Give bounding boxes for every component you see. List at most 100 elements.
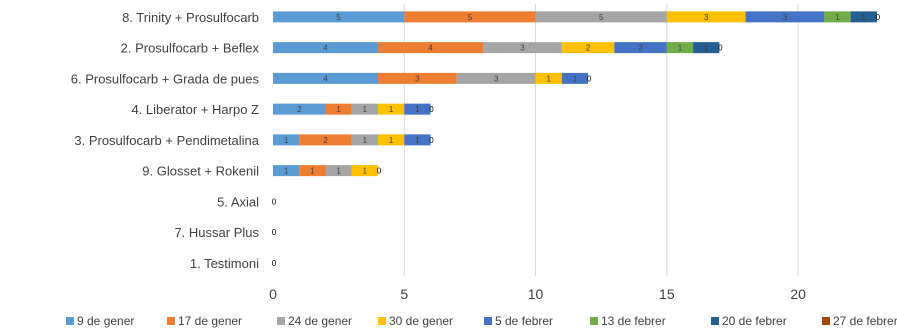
bar-segment [404, 103, 431, 115]
data-label: 1 [336, 167, 341, 176]
legend-item: 24 de gener [277, 314, 352, 328]
data-label: 1 [678, 44, 683, 53]
bar-segment [325, 103, 352, 115]
data-label: 3 [520, 44, 525, 53]
x-axis-ticks: 0 5 10 15 20 [269, 286, 806, 302]
bar-segment [456, 72, 536, 84]
bar-segment [273, 103, 326, 115]
legend-swatch [484, 317, 492, 325]
legend-label: 9 de gener [77, 314, 134, 328]
data-label: 4 [323, 44, 328, 53]
bar-segment [273, 72, 379, 84]
data-label: 5 [336, 13, 341, 22]
data-label: 1 [415, 105, 420, 114]
data-label: 1 [363, 136, 368, 145]
category-label: 4. Liberator + Harpo Z [131, 102, 259, 117]
bar-segment [273, 11, 405, 23]
bar-segment [535, 72, 562, 84]
bar-segment [273, 134, 300, 146]
data-label: 1 [310, 167, 315, 176]
category-label: 2. Prosulfocarb + Beflex [121, 41, 260, 56]
bar-segment [378, 134, 405, 146]
bar-segment [404, 11, 536, 23]
bar-segment [299, 165, 326, 177]
bars: 5 5 5 3 3 1 1 04 4 3 2 2 1 1 04 3 3 1 1 02 1 1 1 1 01 2 1 1 1 01 1 1 1 00… [272, 11, 881, 268]
category-label: 7. Hussar Plus [174, 225, 259, 240]
data-label: 3 [704, 13, 709, 22]
data-label: 1 [835, 13, 840, 22]
bar-segment [378, 42, 484, 54]
legend-item: 27 de febrer [822, 314, 897, 328]
data-label: 2 [297, 105, 302, 114]
legend-item: 20 de febrer [711, 314, 787, 328]
bar-segment [693, 42, 720, 54]
bar-segment [666, 42, 694, 54]
data-label: 3 [783, 13, 788, 22]
legend-swatch [590, 317, 598, 325]
legend-label: 24 de gener [288, 314, 352, 328]
legend-item: 17 de gener [167, 314, 242, 328]
bar-segment [351, 103, 379, 115]
legend-swatch [822, 317, 830, 325]
data-label: 5 [468, 13, 473, 22]
bar-segment [404, 134, 431, 146]
bar-segment [850, 11, 877, 23]
legend-label: 20 de febrer [722, 314, 787, 328]
bar-segment [561, 42, 615, 54]
data-label-zero: 0 [272, 197, 277, 206]
bar-segment [378, 103, 405, 115]
data-label: 1 [573, 74, 578, 83]
data-label: 5 [599, 13, 604, 22]
bar-segment [273, 42, 379, 54]
data-label: 4 [323, 74, 328, 83]
x-tick-label: 0 [269, 286, 277, 302]
bar-segment [378, 72, 457, 84]
data-label: 1 [389, 105, 394, 114]
bar-segment [614, 42, 667, 54]
data-label: 1 [546, 74, 551, 83]
data-label-zero: 0 [429, 136, 434, 145]
bar-segment [351, 165, 379, 177]
legend-item: 5 de febrer [484, 314, 553, 328]
x-tick-label: 5 [400, 286, 408, 302]
data-label-zero: 0 [272, 228, 277, 237]
legend-swatch [378, 317, 386, 325]
data-label: 1 [389, 136, 394, 145]
category-label: 8. Trinity + Prosulfocarb [122, 10, 259, 25]
data-label: 1 [363, 167, 368, 176]
data-label: 1 [862, 13, 867, 22]
bar-segment [273, 165, 300, 177]
data-label: 2 [586, 44, 591, 53]
data-label-zero: 0 [587, 74, 592, 83]
legend-label: 13 de febrer [601, 314, 666, 328]
bar-segment [535, 11, 667, 23]
legend-item: 13 de febrer [590, 314, 666, 328]
x-tick-label: 20 [790, 286, 806, 302]
x-tick-label: 15 [659, 286, 675, 302]
category-label: 3. Prosulfocarb + Pendimetalina [74, 133, 259, 148]
category-label: 6. Prosulfocarb + Grada de pues [71, 71, 260, 86]
bar-segment [745, 11, 825, 23]
legend-swatch [277, 317, 285, 325]
category-label: 9. Glosset + Rokenil [142, 164, 259, 179]
legend-item: 9 de gener [66, 314, 134, 328]
data-label: 1 [284, 136, 289, 145]
data-label: 1 [336, 105, 341, 114]
data-label: 2 [323, 136, 328, 145]
legend-swatch [167, 317, 175, 325]
bar-segment [483, 42, 562, 54]
bar-segment [824, 11, 851, 23]
category-label: 5. Axial [217, 194, 259, 209]
data-label: 1 [704, 44, 709, 53]
x-tick-label: 10 [528, 286, 544, 302]
legend-swatch [66, 317, 74, 325]
legend-label: 17 de gener [178, 314, 242, 328]
legend-label: 5 de febrer [495, 314, 553, 328]
data-label-zero: 0 [377, 167, 382, 176]
data-label-zero: 0 [429, 105, 434, 114]
legend-label: 30 de gener [389, 314, 453, 328]
data-label-zero: 0 [272, 259, 277, 268]
data-label-zero: 0 [876, 13, 881, 22]
legend: 9 de gener 17 de gener 24 de gener 30 de ge… [66, 314, 897, 328]
